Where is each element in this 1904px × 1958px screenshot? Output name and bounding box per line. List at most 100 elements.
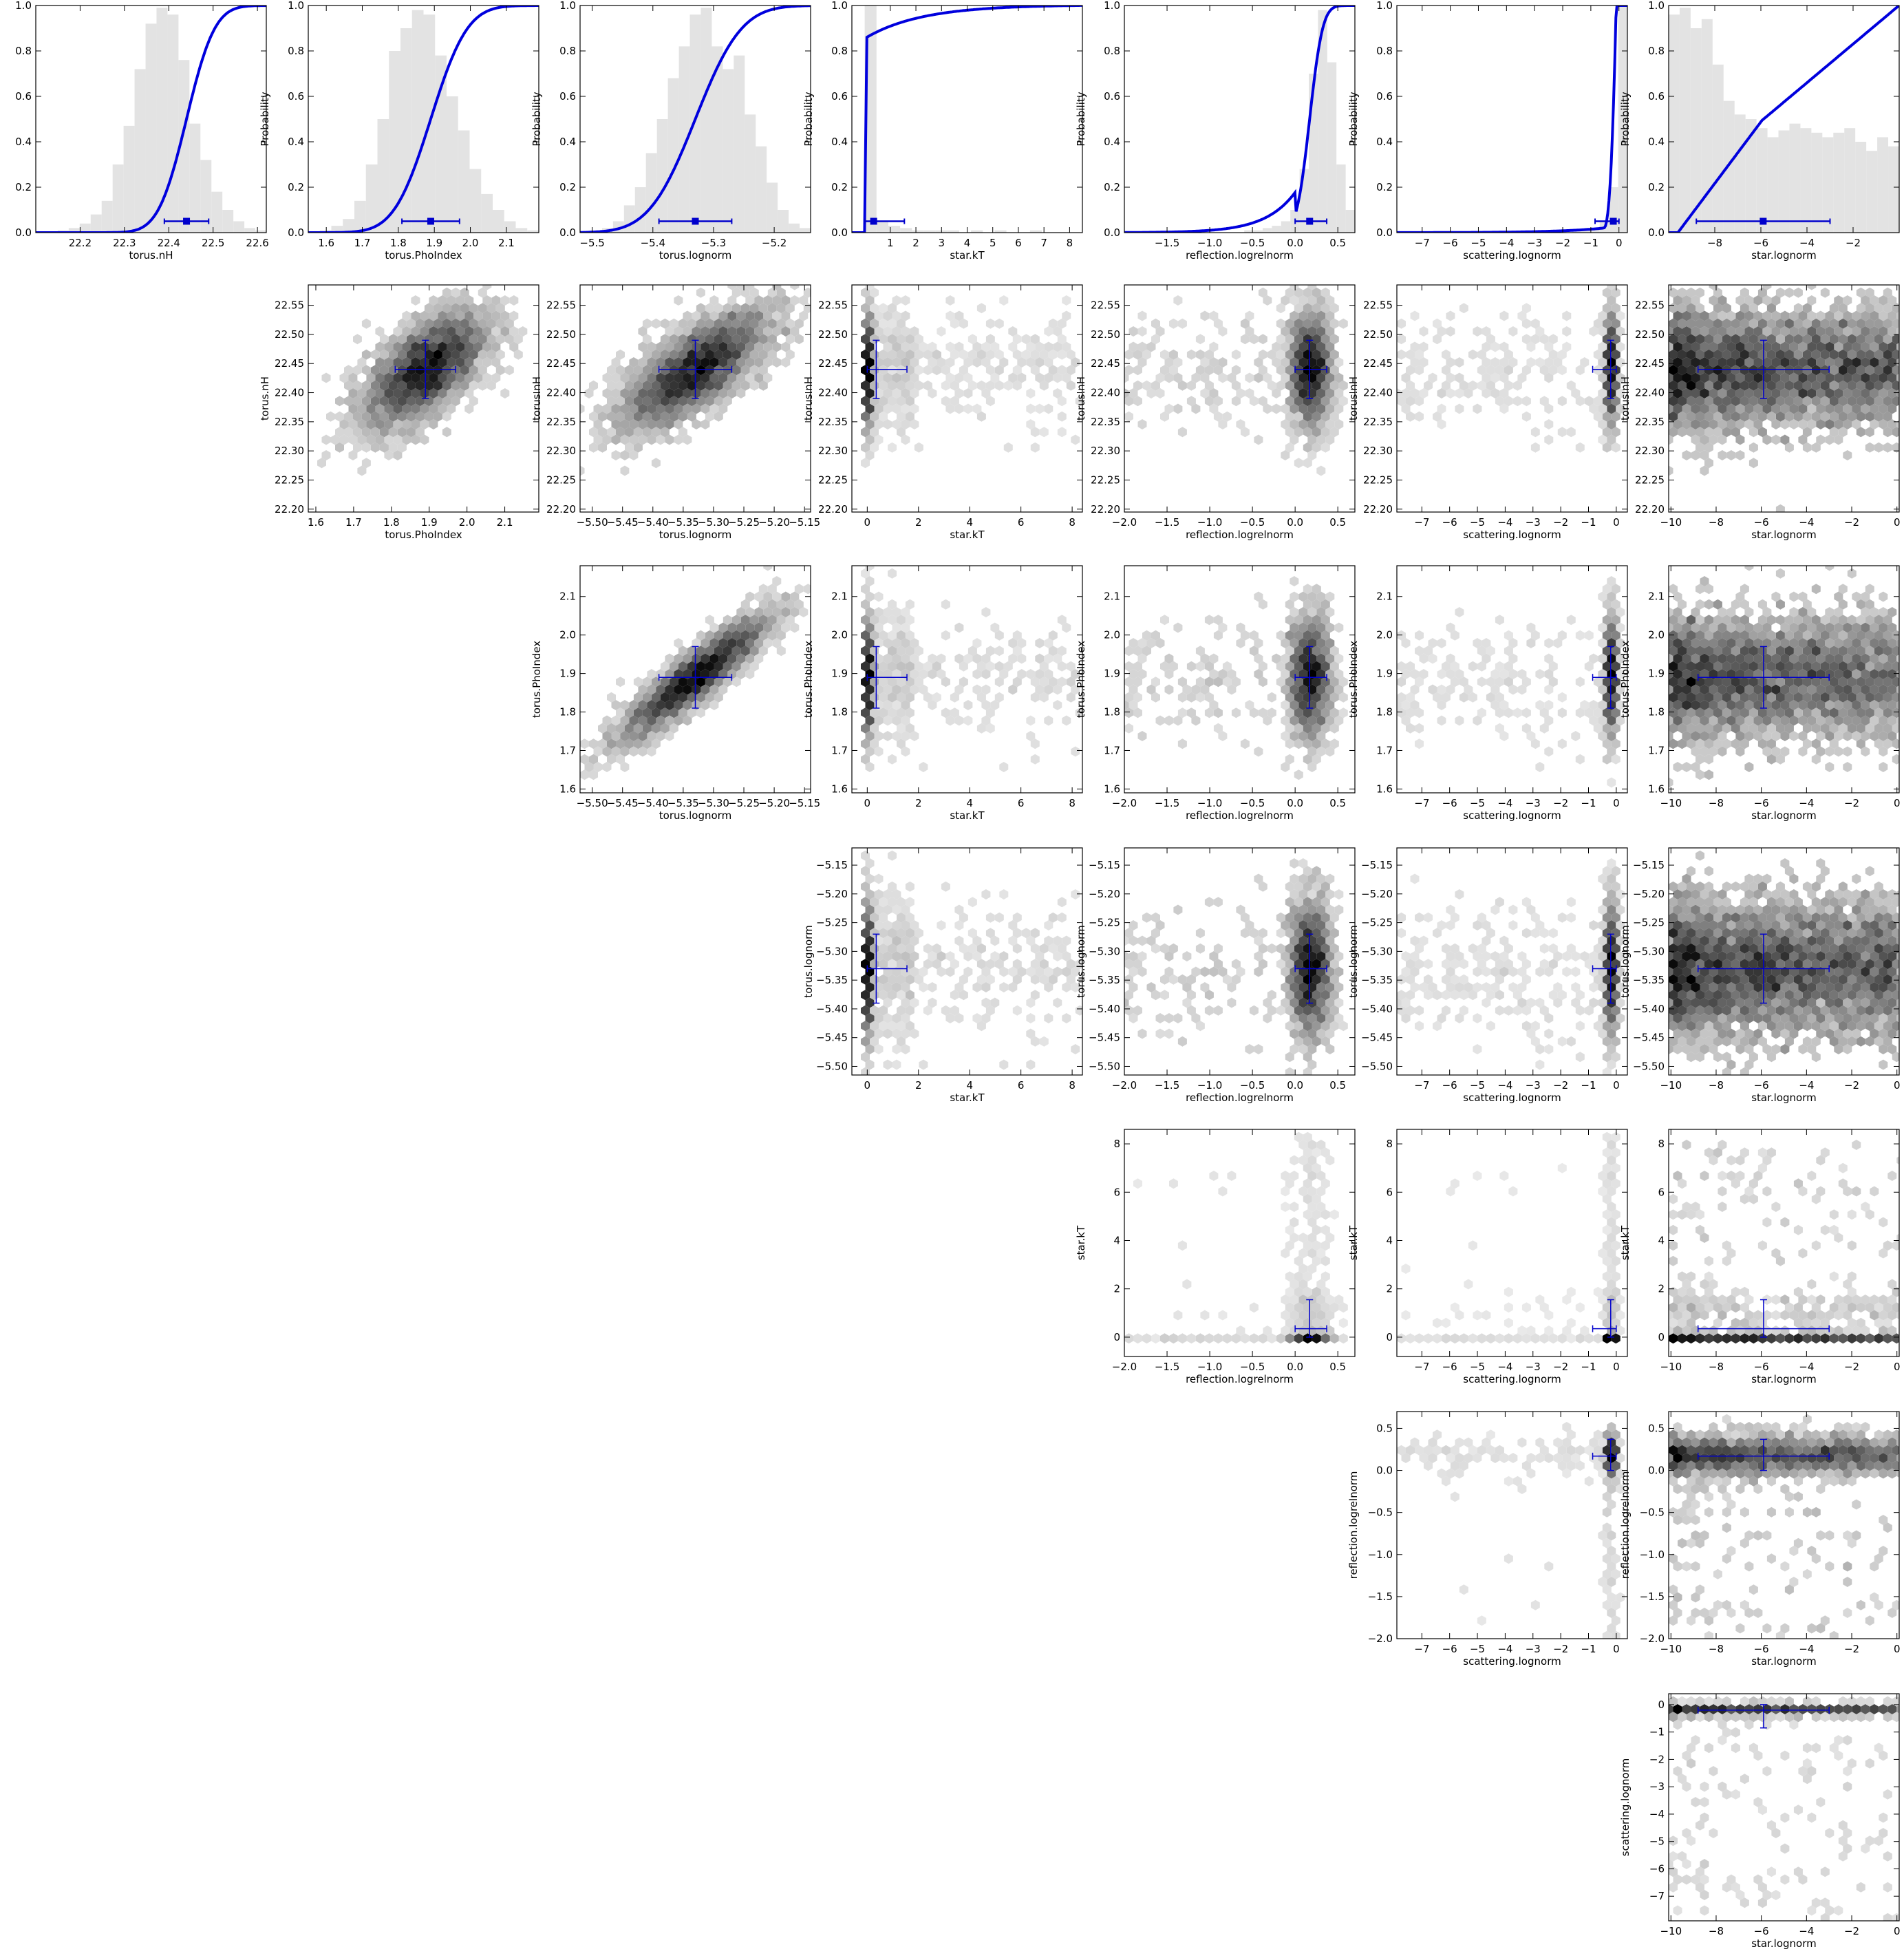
hexbin-cell (1757, 365, 1767, 376)
hexbin-cell (1285, 646, 1294, 657)
hexbin-cell (1735, 450, 1745, 460)
hexbin-cell (642, 349, 652, 360)
hexbin-cell (1329, 396, 1339, 407)
hexbin-cell (1611, 427, 1620, 438)
hexbin-cell (1602, 912, 1612, 923)
hexbin-cell (1397, 912, 1406, 923)
hexbin-cell (1468, 692, 1477, 703)
hexbin-cell (1700, 465, 1709, 476)
hexbin-cell (888, 318, 897, 329)
hexbin-cell (473, 357, 483, 368)
hexbin-cell (1722, 928, 1731, 939)
hexbin-cell (1807, 295, 1817, 306)
hexbin-cell (861, 334, 870, 345)
hexbin-cell (1307, 920, 1317, 930)
hexbin-cell (1281, 982, 1290, 992)
hexbin-cell (1838, 1005, 1848, 1016)
hexbin-cell (897, 723, 906, 734)
hexbin-cell (589, 769, 598, 780)
hexbin-cell (928, 982, 937, 992)
hexbin-cell (1173, 372, 1183, 383)
hexbin-cell (1160, 349, 1169, 360)
hexbin-cell (379, 365, 389, 376)
hexbin-cell (1169, 365, 1178, 376)
hexbin-cell (1557, 396, 1567, 407)
hexbin-cell (1450, 974, 1459, 985)
hexbin-cell (923, 943, 932, 954)
histogram-bar (1701, 19, 1713, 233)
hexbin-cell (1820, 287, 1830, 298)
hexbin-cell (638, 403, 648, 414)
hexbin-cell (1847, 1021, 1857, 1032)
hexbin-cell (1030, 738, 1040, 749)
hexbin-cell (749, 318, 759, 329)
hexbin-cell (883, 715, 892, 726)
hexbin-cell (709, 388, 719, 398)
hexbin-cell (1146, 388, 1156, 398)
hexbin-cell (696, 334, 705, 345)
median-marker (427, 217, 434, 225)
hexbin-cell (339, 434, 349, 445)
hexbin-cell (892, 638, 901, 648)
hexbin-cell (1865, 630, 1874, 641)
hexbin-cell (1566, 897, 1576, 908)
hexbin-cell (500, 326, 510, 337)
hexbin-cell (607, 365, 616, 376)
hexbin-cell (1874, 912, 1883, 923)
hexbin-cell (1798, 434, 1808, 445)
hexbin-cell (1290, 904, 1299, 915)
hexbin-cell (1825, 341, 1835, 352)
hexbin-cell (1602, 1005, 1612, 1016)
hexbin-cell (874, 904, 884, 915)
hexbin-cell (1137, 951, 1147, 961)
hexbin-cell (1530, 1036, 1540, 1047)
hexbin-cell (1442, 380, 1451, 391)
hexbin-cell (1477, 959, 1486, 970)
hexbin-cell (1865, 334, 1874, 345)
hexbin-cell (910, 403, 919, 414)
hexbin-cell (1780, 419, 1790, 429)
hexbin-cell (1616, 700, 1625, 710)
hexbin-cell (1874, 615, 1883, 626)
hexbin-cell (772, 341, 782, 352)
hexbin-cell (1735, 904, 1745, 915)
hexbin-cell (1437, 1013, 1446, 1023)
hexbin-cell (1700, 434, 1709, 445)
hexbin-cell (1856, 912, 1865, 923)
hexbin-cell (705, 692, 714, 703)
hexbin-cell (1696, 692, 1704, 703)
hexbin-cell (910, 935, 919, 946)
hexbin-cell (1298, 622, 1308, 633)
hexbin-cell (642, 365, 652, 376)
hexbin-cell (1039, 349, 1049, 360)
hexbin-cell (692, 419, 701, 429)
hexbin-cell (790, 591, 800, 602)
hexbin-cell (660, 411, 670, 422)
hexbin-cell (1334, 904, 1344, 915)
hexbin-cell (1682, 731, 1691, 741)
hexbin-cell (1490, 904, 1500, 915)
hexbin-cell (1124, 935, 1129, 946)
hexbin-cell (1173, 622, 1183, 633)
hexbin-cell (1276, 928, 1285, 939)
hexbin-cell (1325, 700, 1335, 710)
hexbin-cell (1553, 357, 1563, 368)
hexbin-cell (1829, 677, 1839, 688)
hexbin-cell (1753, 1028, 1763, 1039)
hexbin-cell (1303, 897, 1312, 908)
hexbin-cell (375, 419, 385, 429)
hexbin-cell (892, 622, 901, 633)
hexbin-cell (1521, 974, 1531, 985)
hexbin-cell (763, 310, 773, 321)
hexbin-cell (972, 653, 982, 664)
hexbin-cell (1811, 365, 1821, 376)
hexbin-cell (1700, 1044, 1709, 1054)
histogram-bar (1789, 123, 1801, 233)
hexbin-cell (1459, 974, 1468, 985)
hexbin-cell (656, 372, 665, 383)
hexbin-cell (1834, 403, 1843, 414)
hexbin-cell (1325, 638, 1335, 648)
hexbin-cell (1726, 388, 1736, 398)
hexbin-cell (981, 341, 991, 352)
hexbin-cell (1281, 357, 1290, 368)
